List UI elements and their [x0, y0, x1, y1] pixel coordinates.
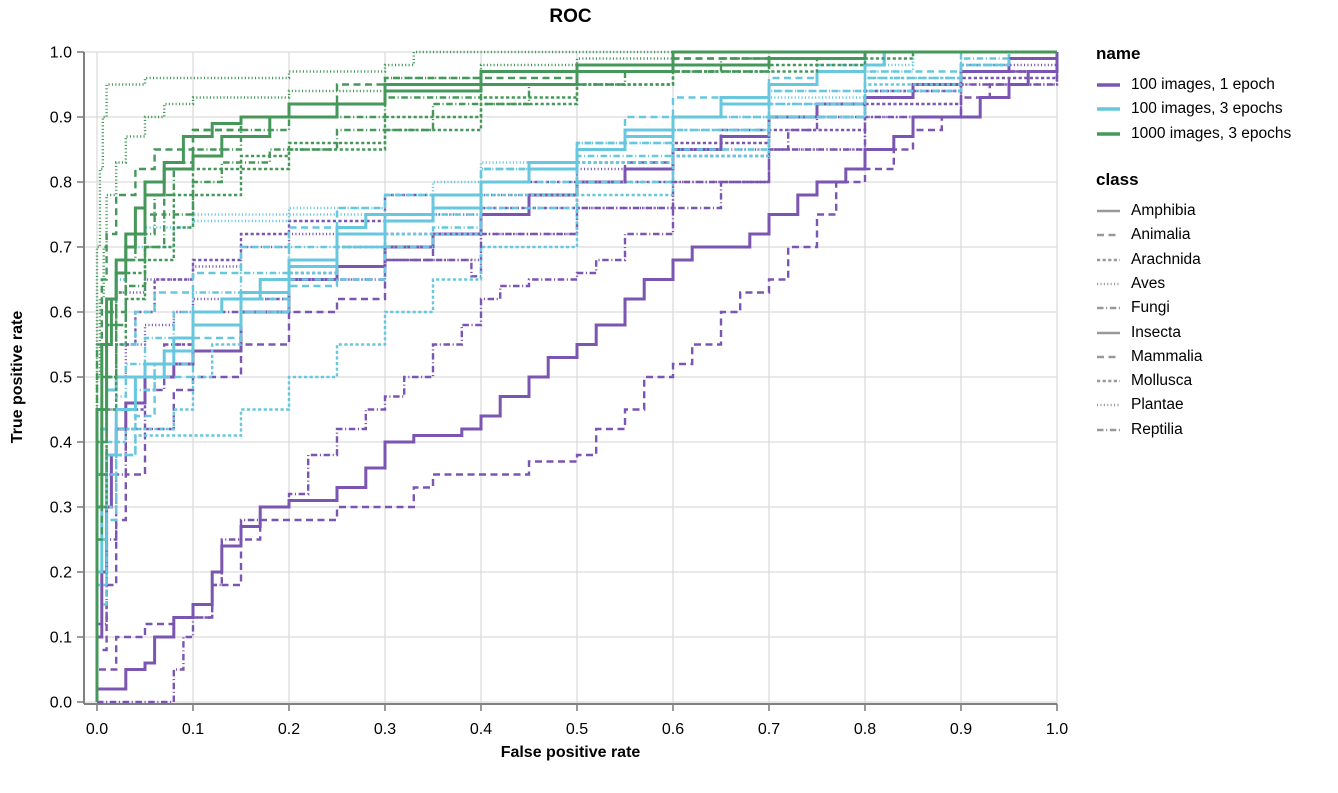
legend-swatch-line-icon	[1097, 306, 1120, 310]
x-tick-label: 0.8	[854, 721, 876, 738]
legend-item-class-label: Animalia	[1131, 226, 1191, 244]
legend-swatch-line-icon	[1097, 258, 1120, 261]
legend-item-name-label: 100 images, 3 epochs	[1131, 100, 1283, 118]
roc-curve-mammalia	[95, 50, 1057, 702]
x-tick-label: 0.2	[278, 721, 300, 738]
legend-swatch-line-icon	[1097, 131, 1120, 136]
legend-item-class: Reptilia	[1096, 418, 1336, 442]
legend-swatch-line-icon	[1097, 428, 1120, 431]
y-tick-label: 0.3	[50, 500, 72, 517]
legend-swatch-line-icon	[1097, 209, 1120, 213]
legend-item-class: Plantae	[1096, 393, 1336, 417]
legend-item-class-label: Arachnida	[1131, 250, 1201, 268]
y-tick-label: 1.0	[50, 45, 72, 62]
legend-item-class: Animalia	[1096, 223, 1336, 247]
legend-item-class-label: Mammalia	[1131, 347, 1203, 365]
x-tick-label: 1.0	[1046, 721, 1068, 738]
chart-title: ROC	[549, 6, 592, 27]
y-tick-label: 0.1	[50, 630, 72, 647]
y-tick-label: 0.5	[50, 370, 72, 387]
legend-name-title: name	[1096, 44, 1141, 63]
legend: name 100 images, 1 epoch 100 images, 3 ep…	[1096, 44, 1336, 442]
legend-swatch-line-icon	[1097, 404, 1120, 407]
legend-item-class-label: Mollusca	[1131, 372, 1193, 390]
legend-class-title: class	[1096, 169, 1139, 189]
legend-item-class: Insecta	[1096, 320, 1336, 344]
roc-plot-svg: 0.0 0.1 0.2 0.3 0.4 0.5 0.6 0.7 0.8 0.9 1.0 0.0 0.1 0…	[50, 45, 1068, 739]
legend-swatch-line-icon	[1097, 331, 1120, 334]
x-tick-label: 0.1	[182, 721, 204, 738]
y-tick-label: 0.4	[50, 435, 72, 452]
legend-item-name: 1000 images, 3 epochs	[1096, 122, 1336, 146]
roc-curve-reptilia	[97, 52, 1059, 704]
roc-curve-mammalia	[95, 52, 1059, 702]
x-tick-label: 0.4	[470, 721, 492, 738]
legend-item-class-label: Amphibia	[1131, 202, 1196, 220]
y-tick-label: 0.9	[50, 110, 72, 127]
legend-item-name: 100 images, 1 epoch	[1096, 73, 1336, 97]
legend-name-items: 100 images, 1 epoch 100 images, 3 epochs 1…	[1096, 73, 1336, 146]
y-tick-label: 0.6	[50, 305, 72, 322]
legend-name-block: name 100 images, 1 epoch 100 images, 3 ep…	[1096, 44, 1336, 146]
legend-item-class-label: Reptilia	[1131, 420, 1183, 438]
legend-item-name-label: 1000 images, 3 epochs	[1131, 124, 1292, 142]
x-tick-label: 0.9	[950, 721, 972, 738]
legend-class-block: class Amphibia Animalia Arachnida Aves Fungi…	[1096, 170, 1336, 442]
legend-item-class: Arachnida	[1096, 247, 1336, 271]
x-tick-label: 0.7	[758, 721, 780, 738]
legend-item-class-label: Aves	[1131, 274, 1166, 292]
roc-curve-reptilia	[95, 50, 1057, 702]
legend-swatch-line-icon	[1097, 282, 1120, 286]
y-axis-title: True positive rate	[9, 310, 26, 444]
x-tick-label: 0.3	[374, 721, 396, 738]
legend-item-class-label: Fungi	[1131, 299, 1170, 317]
legend-item-class-label: Insecta	[1131, 323, 1181, 341]
x-tick-label: 0.0	[86, 721, 108, 738]
x-tick-label: 0.6	[662, 721, 684, 738]
roc-plot-area: 0.0 0.1 0.2 0.3 0.4 0.5 0.6 0.7 0.8 0.9 1.0 0.0 0.1 0…	[50, 45, 1068, 739]
legend-item-class: Aves	[1096, 272, 1336, 296]
y-tick-label: 0.8	[50, 175, 72, 192]
legend-item-name: 100 images, 3 epochs	[1096, 97, 1336, 121]
legend-item-name-label: 100 images, 1 epoch	[1131, 76, 1275, 94]
legend-item-class: Mammalia	[1096, 345, 1336, 369]
roc-curve-insecta	[95, 50, 1057, 702]
legend-item-class: Amphibia	[1096, 199, 1336, 223]
y-tick-label: 0.0	[50, 695, 72, 712]
roc-curve-reptilia	[95, 50, 1057, 702]
y-tick-label: 0.7	[50, 240, 72, 257]
legend-swatch-line-icon	[1097, 83, 1120, 87]
y-tick-label: 0.2	[50, 565, 72, 582]
x-tick-label: 0.5	[566, 721, 588, 738]
legend-swatch-line-icon	[1097, 107, 1120, 112]
roc-curve-animalia	[95, 52, 1059, 702]
legend-class-items: Amphibia Animalia Arachnida Aves Fungi Insect…	[1096, 199, 1336, 442]
legend-swatch-line-icon	[1097, 379, 1120, 383]
x-axis-title: False positive rate	[500, 744, 641, 761]
legend-item-class-label: Plantae	[1131, 396, 1184, 414]
roc-curve-mollusca	[95, 50, 1057, 702]
legend-item-class: Fungi	[1096, 296, 1336, 320]
legend-item-class: Mollusca	[1096, 369, 1336, 393]
legend-swatch-line-icon	[1097, 355, 1120, 359]
legend-swatch-line-icon	[1097, 234, 1120, 237]
